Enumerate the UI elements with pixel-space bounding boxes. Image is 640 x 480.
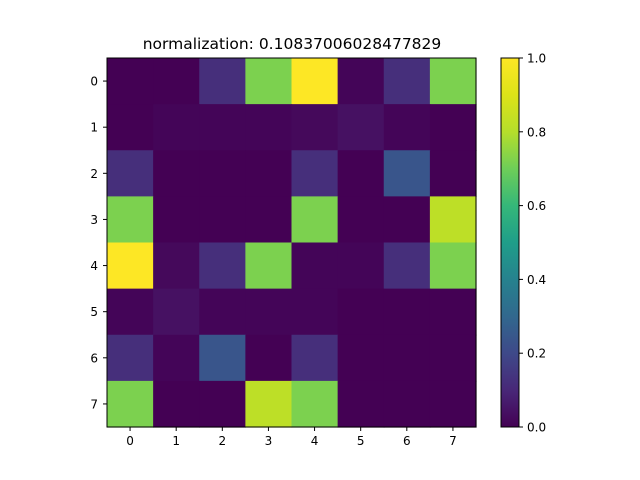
colorbar-tick-label: 0.6 [527,199,546,213]
heatmap-cell-r5-c1 [153,288,200,336]
heatmap-cell-r2-c7 [429,150,477,197]
x-tick-label: 4 [311,434,319,448]
x-tick-label: 1 [172,434,180,448]
heatmap-cell-r7-c0 [107,380,154,428]
y-tick-label: 3 [90,213,98,227]
x-tick-label: 7 [449,434,457,448]
heatmap-cell-r7-c6 [383,380,431,428]
heatmap-cell-r3-c7 [429,196,477,244]
heatmap-cell-r6-c2 [199,334,246,382]
heatmap-cell-r2-c1 [153,150,200,197]
heatmap-cell-r6-c7 [429,334,477,382]
heatmap-cell-r0-c3 [245,58,293,105]
x-tick-label: 2 [218,434,226,448]
heatmap-cell-r3-c6 [383,196,431,244]
heatmap-cell-r0-c6 [383,58,431,105]
y-tick-label: 1 [90,121,98,135]
heatmap-cell-r1-c4 [291,104,339,151]
heatmap-cell-r5-c7 [429,288,477,336]
heatmap-cell-r5-c5 [337,288,385,336]
heatmap-cell-r4-c3 [245,242,293,290]
heatmap-cell-r7-c1 [153,380,200,428]
colorbar-tick-label: 1.0 [527,52,546,66]
heatmap-cell-r6-c3 [245,334,293,382]
heatmap-cell-r6-c6 [383,334,431,382]
heatmap-cell-r0-c1 [153,58,200,105]
heatmap-cell-r1-c6 [383,104,431,151]
colorbar-tick-label: 0.0 [527,421,546,435]
heatmap-cell-r0-c2 [199,58,246,105]
plot-frame [106,57,477,428]
heatmap-cell-r4-c7 [429,242,477,290]
heatmap-cell-r2-c2 [199,150,246,197]
chart-title: normalization: 0.10837006028477829 [143,35,442,53]
y-tick-label: 2 [90,167,98,181]
heatmap-cell-r7-c7 [429,380,477,428]
heatmap-cell-r4-c4 [291,242,339,290]
heatmap-cell-r6-c0 [107,334,154,382]
heatmap-cell-r7-c2 [199,380,246,428]
heatmap-cell-r6-c4 [291,334,339,382]
heatmap-cell-r2-c3 [245,150,293,197]
x-axis: 0 1 2 3 4 5 6 7 [126,427,457,448]
heatmap-cell-r2-c6 [383,150,431,197]
heatmap-cell-r7-c3 [245,380,293,428]
heatmap-cell-r2-c0 [107,150,154,197]
heatmap-cell-r3-c4 [291,196,339,244]
y-tick-label: 0 [90,75,98,89]
heatmap-cell-r5-c6 [383,288,431,336]
colorbar-tick-label: 0.8 [527,125,546,139]
x-tick-label: 3 [265,434,273,448]
heatmap-cell-r4-c1 [153,242,200,290]
heatmap-cell-r4-c2 [199,242,246,290]
y-tick-label: 4 [90,259,98,273]
heatmap-cell-r1-c7 [429,104,477,151]
colorbar [500,57,520,428]
heatmap-cell-r1-c3 [245,104,293,151]
heatmap-cell-r3-c1 [153,196,200,244]
heatmap-cell-r7-c5 [337,380,385,428]
heatmap-cell-r5-c0 [107,288,154,336]
heatmap-cell-r2-c4 [291,150,339,197]
heatmap-cell-r5-c3 [245,288,293,336]
heatmap-cell-r1-c5 [337,104,385,151]
heatmap-cell-r2-c5 [337,150,385,197]
heatmap-cell-r1-c1 [153,104,200,151]
heatmap-cell-r3-c0 [107,196,154,244]
colorbar-axis: 0.0 0.2 0.4 0.6 0.8 1.0 [519,52,546,435]
heatmap-cell-r0-c5 [337,58,385,105]
heatmap-cell-r1-c2 [199,104,246,151]
heatmap-cell-r5-c4 [291,288,339,336]
heatmap-cell-r6-c1 [153,334,200,382]
heatmap-cell-r0-c7 [429,58,477,105]
heatmap-cell-r5-c2 [199,288,246,336]
colorbar-tick-label: 0.4 [527,273,546,287]
heatmap-cell-r0-c0 [107,58,154,105]
x-tick-label: 5 [357,434,365,448]
heatmap-cell-r7-c4 [291,380,339,428]
heatmap-cell-r3-c2 [199,196,246,244]
heatmap-cell-r4-c6 [383,242,431,290]
heatmap-cell-r3-c5 [337,196,385,244]
y-tick-label: 5 [90,305,98,319]
x-tick-label: 0 [126,434,134,448]
heatmap-cells [107,58,477,428]
heatmap-cell-r3-c3 [245,196,293,244]
heatmap-cell-r0-c4 [291,58,339,105]
colorbar-tick-label: 0.2 [527,347,546,361]
heatmap-cell-r4-c0 [107,242,154,290]
heatmap-cell-r4-c5 [337,242,385,290]
x-tick-label: 6 [403,434,411,448]
y-tick-label: 7 [90,397,98,411]
heatmap-cell-r6-c5 [337,334,385,382]
y-axis: 0 1 2 3 4 5 6 7 [90,75,107,411]
heatmap-cell-r1-c0 [107,104,154,151]
y-tick-label: 6 [90,351,98,365]
